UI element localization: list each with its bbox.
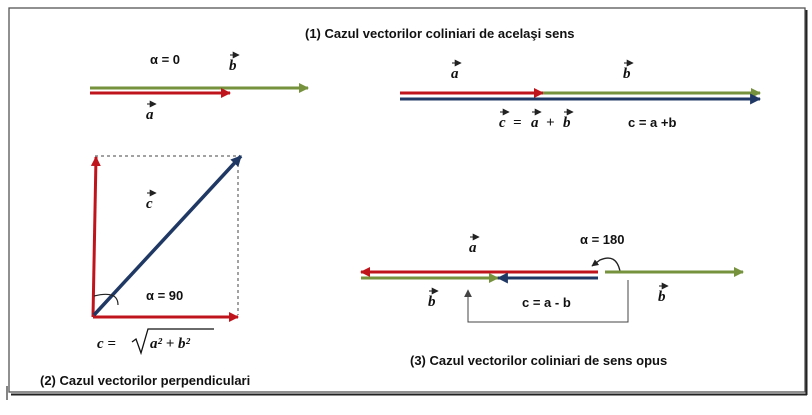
svg-text:b: b — [563, 115, 571, 131]
angle-label-180: α = 180 — [580, 232, 625, 247]
label-b-case1-left: b — [229, 51, 240, 74]
angle-label-90: α = 90 — [146, 288, 183, 303]
caption-case-1: (1) Cazul vectorilor coliniari de acelaş… — [305, 26, 575, 41]
svg-text:a² + b²: a² + b² — [150, 336, 191, 352]
label-a-case1-right: a — [451, 59, 462, 82]
label-a-case1-left: a — [146, 100, 157, 123]
svg-text:a: a — [451, 66, 459, 82]
caption-case-3: (3) Cazul vectorilor coliniari de sens o… — [410, 353, 667, 368]
svg-text:b: b — [658, 289, 666, 305]
equation-diff-magnitude: c = a - b — [522, 295, 571, 310]
svg-text:b: b — [623, 66, 631, 82]
svg-text:a: a — [531, 115, 539, 131]
svg-text:=: = — [513, 115, 522, 131]
label-b-case1-right: b — [623, 59, 634, 82]
svg-text:c: c — [146, 196, 153, 212]
svg-text:a: a — [146, 107, 154, 123]
angle-arc-90 — [93, 293, 119, 306]
vector-a-case2 — [90, 156, 101, 318]
angle-arc-180 — [591, 257, 621, 272]
equation-vector-sum: c = a + b — [499, 108, 574, 131]
svg-text:a: a — [469, 240, 477, 256]
equation-pythagoras: c = a² + b² — [97, 328, 214, 356]
svg-text:+: + — [546, 115, 555, 131]
label-b-case3-left: b — [428, 287, 439, 310]
svg-text:c =: c = — [97, 336, 116, 352]
label-a-case3: a — [469, 233, 480, 256]
svg-text:b: b — [428, 294, 436, 310]
frame — [8, 7, 806, 393]
svg-text:c: c — [499, 115, 506, 131]
equation-sum-magnitude: c = a +b — [628, 115, 676, 130]
label-b-case3-right: b — [658, 282, 669, 305]
vector-c-case2 — [92, 154, 243, 317]
svg-text:b: b — [229, 58, 237, 74]
caption-case-2: (2) Cazul vectorilor perpendiculari — [40, 373, 250, 388]
bracket-case3 — [464, 280, 629, 323]
angle-label-0: α = 0 — [150, 52, 180, 67]
label-c-case2: c — [146, 189, 157, 212]
